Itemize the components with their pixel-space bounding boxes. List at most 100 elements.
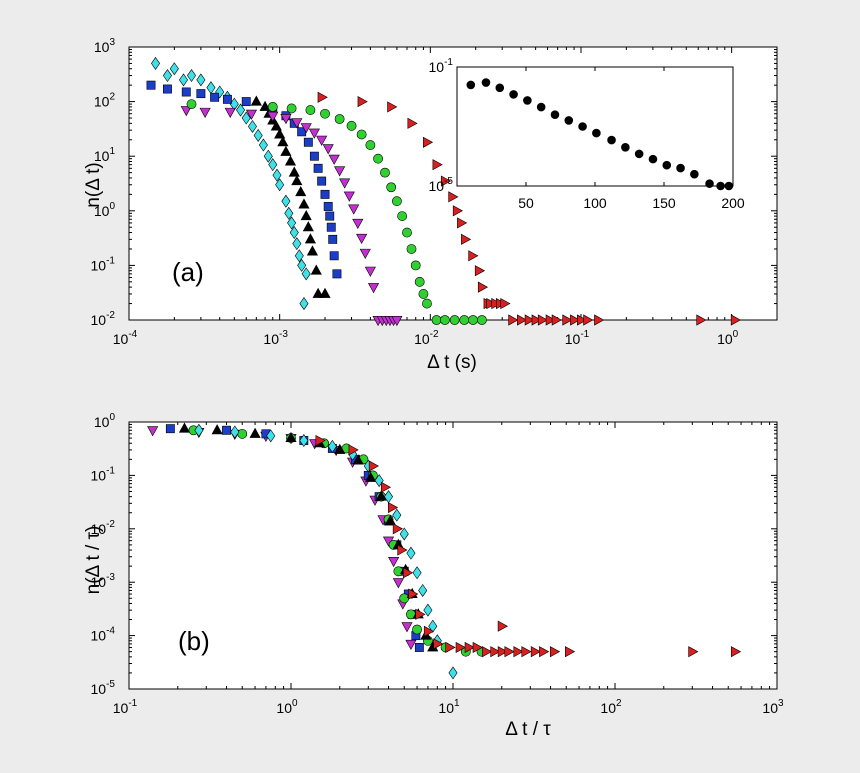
panel-b-point-triangle-up	[384, 514, 396, 525]
panel-a-point-triangle-down	[316, 135, 328, 146]
inset-marks	[466, 78, 734, 191]
panel-b-ticks: 10-1 100 101 102 103 10-5 10-4 10-3 10-2 10-1 100	[91, 412, 784, 716]
panel-b-point-triangle-right	[387, 501, 399, 514]
inset-point	[690, 169, 699, 179]
panel-b-point-triangle-right	[380, 481, 392, 493]
panel-a-point-diamond	[294, 249, 304, 263]
panel-a-point-diamond	[284, 206, 294, 220]
panel-b-point-diamond	[194, 423, 204, 437]
panel-a-point-diamond	[151, 56, 161, 70]
panel-b-y-tick-label: 10-1	[91, 465, 116, 483]
panel-a-point-circle	[440, 315, 450, 325]
panel-a-point-diamond	[299, 297, 309, 311]
panel-b-point-triangle-up	[334, 443, 346, 454]
panel-a-point-square	[323, 202, 333, 211]
panel-a-point-circle	[373, 153, 383, 164]
panel-b-point-triangle-right	[368, 460, 379, 472]
inset-point	[495, 83, 505, 93]
panel-b-point-diamond	[327, 439, 337, 453]
panel-b-point-diamond	[299, 434, 309, 448]
panel-a-point-triangle-down	[224, 107, 236, 118]
inset-point	[564, 116, 574, 125]
panel-a-point-triangle-up	[280, 145, 292, 156]
panel-a-point-square	[241, 97, 251, 107]
inset-x-tick-label: 100	[583, 195, 607, 211]
panel-b-point-diamond	[399, 527, 409, 541]
panel-a-point-triangle-right	[461, 233, 472, 245]
panel-a-point-triangle-right	[440, 175, 452, 187]
panel-a-point-diamond	[187, 69, 197, 83]
panel-b-point-triangle-right	[497, 620, 508, 632]
panel-b-point-triangle-right	[539, 646, 550, 658]
panel-a-point-triangle-up	[288, 166, 300, 177]
panel-a-point-triangle-down	[352, 218, 364, 230]
panel-b-x-axis-label: Δ t / τ	[505, 719, 551, 740]
panel-a-x-tick-label: 100	[717, 329, 739, 347]
panel-a-point-triangle-down	[339, 178, 351, 189]
panel-b-point-diamond	[406, 546, 416, 560]
panel-a-point-triangle-up	[259, 100, 271, 111]
panel-a-point-diamond	[297, 258, 307, 272]
panel-a-point-triangle-right	[407, 117, 418, 129]
panel-b-point-circle	[412, 624, 422, 635]
panel-a-label: (a)	[172, 257, 204, 287]
panel-a-point-circle	[391, 196, 402, 207]
panel-a-y-tick-label: 102	[94, 92, 116, 110]
panel-b-point-diamond	[423, 603, 433, 617]
panel-a-point-triangle-right	[448, 191, 459, 203]
panel-a-point-triangle-up	[304, 233, 316, 244]
panel-b-point-square	[222, 425, 231, 435]
panel-a-point-triangle-down	[343, 191, 355, 202]
inset-point	[705, 179, 714, 188]
panel-a-y-tick-label: 100	[94, 201, 116, 219]
inset-point	[466, 80, 476, 90]
panel-a-x-tick-label: 10-3	[263, 329, 288, 347]
panel-b-x-tick-label: 101	[438, 698, 460, 716]
panel-a-point-circle	[380, 167, 390, 178]
panel-b-point-diamond	[428, 619, 438, 633]
panel-a-point-triangle-up	[306, 245, 318, 256]
panel-a-point-circle	[431, 315, 442, 325]
panel-a-point-diamond	[292, 237, 302, 251]
panel-b-marks	[147, 422, 742, 680]
inset-point	[536, 102, 546, 112]
panel-b-point-triangle-right	[472, 641, 483, 654]
panel-b-point-triangle-right	[348, 444, 359, 456]
panel-a-point-circle	[410, 260, 421, 271]
panel-a-x-axis-label: Δ t (s)	[427, 352, 477, 373]
panel-a-point-triangle-right	[508, 314, 519, 326]
panel-b-y-tick-label: 10-4	[91, 626, 116, 644]
inset-point	[648, 154, 658, 164]
panel-b-point-diamond	[266, 429, 276, 443]
panel-b-point-triangle-down	[392, 578, 404, 589]
panel-a-point-triangle-up	[319, 287, 331, 298]
panel-a-point-circle	[286, 103, 297, 114]
panel-b-point-triangle-down	[401, 622, 413, 633]
inset-x-tick-label: 150	[652, 195, 676, 211]
panel-b-point-triangle-down	[147, 426, 159, 437]
panel-a-point-triangle-up	[298, 198, 310, 209]
panel-b-point-triangle-right	[549, 646, 561, 658]
panel-a-point-triangle-down	[348, 204, 360, 215]
panel-a-point-triangle-down	[245, 109, 258, 120]
panel-b-point-triangle-down	[405, 639, 417, 651]
inset-point	[716, 181, 725, 191]
inset-point	[509, 90, 518, 99]
panel-b-label: (b)	[178, 626, 210, 656]
panel-a-point-triangle-up	[300, 209, 312, 221]
panel-b-point-circle	[237, 428, 248, 439]
panel-a-point-circle	[406, 244, 417, 254]
inset-point	[592, 128, 601, 138]
panel-a-point-triangle-down	[328, 154, 340, 165]
panel-a-point-triangle-right	[577, 314, 588, 326]
panel-a-point-diamond	[196, 73, 206, 87]
panel-a-inset: 50 100 150 200 10-5 10-1	[429, 57, 745, 211]
panel-a-point-circle	[186, 99, 197, 109]
panel-a-point-triangle-right	[486, 297, 497, 310]
inset-x-tick-label: 50	[518, 195, 534, 211]
panel-a-point-circle	[334, 114, 345, 124]
panel-a-point-circle	[418, 289, 429, 299]
panel-b-point-triangle-right	[521, 646, 532, 658]
panel-a-point-triangle-up	[312, 287, 324, 298]
